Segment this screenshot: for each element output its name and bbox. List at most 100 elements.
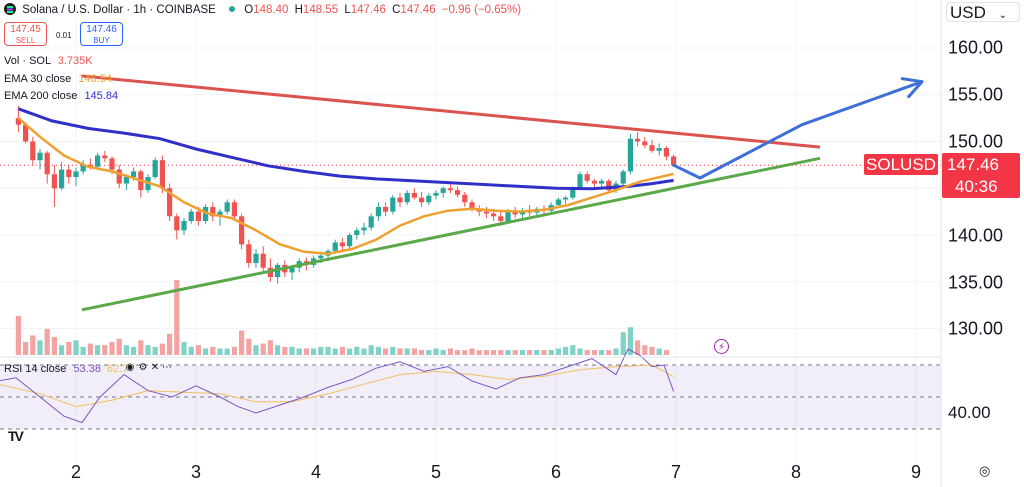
settings-icon[interactable]: ⚙ bbox=[138, 362, 148, 373]
price-change: −0.96 (−0.65%) bbox=[441, 4, 522, 16]
volume-bar bbox=[527, 350, 533, 355]
volume-bar bbox=[383, 348, 389, 355]
volume-bar bbox=[51, 337, 57, 355]
volume-bar bbox=[541, 350, 547, 355]
ohlc-low: L147.46 bbox=[344, 4, 386, 16]
ohlc-close: C147.46 bbox=[392, 4, 436, 16]
volume-bar bbox=[138, 340, 144, 355]
candle-body bbox=[512, 211, 518, 215]
volume-legend[interactable]: Vol · SOL 3.735K bbox=[4, 55, 93, 67]
gear-icon[interactable]: ◎ bbox=[979, 463, 991, 478]
volume-bar bbox=[246, 338, 252, 355]
candle-body bbox=[656, 148, 662, 151]
volume-bar bbox=[275, 345, 281, 355]
volume-bar bbox=[152, 346, 158, 355]
candle-body bbox=[37, 152, 43, 161]
volume-bar bbox=[361, 348, 367, 355]
volume-bar bbox=[368, 345, 374, 355]
candle-body bbox=[174, 216, 180, 231]
volume-bar bbox=[555, 348, 561, 355]
candle-body bbox=[95, 155, 101, 167]
price-axis-label: 150.00 bbox=[948, 131, 1004, 152]
candle-body bbox=[73, 171, 79, 178]
ema200-label: EMA 200 close bbox=[4, 90, 78, 102]
candle-body bbox=[246, 244, 252, 264]
volume-bar bbox=[404, 348, 410, 355]
sell-button[interactable]: 147.45 SELL bbox=[4, 22, 47, 46]
price-axis-label: 130.00 bbox=[948, 318, 1004, 339]
candle-body bbox=[152, 160, 158, 178]
candle-body bbox=[483, 211, 489, 214]
support-trendline bbox=[81, 156, 821, 312]
candle-body bbox=[462, 194, 468, 203]
candle-body bbox=[447, 188, 453, 191]
volume-bar bbox=[483, 350, 489, 355]
candle-body bbox=[354, 230, 360, 235]
bar-countdown: 40:36 bbox=[955, 177, 998, 196]
candle-body bbox=[649, 145, 655, 151]
candle-body bbox=[671, 156, 677, 166]
volume-bar bbox=[59, 345, 65, 355]
volume-bar bbox=[15, 315, 21, 355]
volume-bar bbox=[131, 346, 137, 355]
currency-selector[interactable]: USD ⌄ bbox=[946, 2, 1020, 22]
remove-icon[interactable]: ✕ bbox=[150, 362, 160, 373]
candle-body bbox=[498, 216, 504, 221]
volume-bar bbox=[476, 350, 482, 355]
volume-bar bbox=[44, 328, 50, 355]
candle-body bbox=[591, 180, 597, 184]
volume-bar bbox=[239, 330, 245, 355]
buy-button[interactable]: 147.46 BUY bbox=[80, 22, 123, 46]
sell-label: SELL bbox=[15, 36, 36, 45]
candle-body bbox=[383, 206, 389, 212]
ema200-legend[interactable]: EMA 200 close 145.84 bbox=[4, 90, 118, 102]
price-axis-label: 140.00 bbox=[948, 225, 1004, 246]
more-icon[interactable]: ⋯ bbox=[162, 362, 172, 373]
volume-bar bbox=[591, 350, 597, 355]
time-axis-label: 4 bbox=[310, 462, 322, 482]
candle-body bbox=[339, 242, 345, 247]
volume-bar bbox=[613, 348, 619, 355]
volume-label: Vol · SOL bbox=[4, 55, 51, 67]
volume-bar bbox=[159, 343, 165, 355]
candle-body bbox=[116, 169, 122, 184]
candle-body bbox=[577, 174, 583, 189]
volume-bar bbox=[663, 350, 669, 355]
time-axis-label: 3 bbox=[190, 462, 202, 482]
volume-bars bbox=[15, 280, 669, 355]
volume-bar bbox=[519, 350, 525, 355]
volume-bar bbox=[505, 350, 511, 355]
symbol-title[interactable]: Solana / U.S. Dollar · 1h · COINBASE bbox=[22, 4, 216, 16]
ema200-value: 145.84 bbox=[84, 90, 119, 102]
eye-icon[interactable]: ◉ bbox=[125, 362, 135, 373]
candle-body bbox=[188, 211, 194, 221]
volume-bar bbox=[195, 345, 201, 355]
time-axis-label: 9 bbox=[910, 462, 922, 482]
lightning-icon[interactable]: ⚡ bbox=[714, 339, 729, 354]
rsi-ma-line bbox=[0, 364, 674, 408]
candle-body bbox=[635, 138, 641, 142]
candle-body bbox=[87, 164, 93, 167]
volume-bar bbox=[37, 340, 43, 355]
projection-arrow bbox=[672, 80, 924, 180]
buy-price: 147.46 bbox=[86, 24, 117, 35]
volume-bar bbox=[109, 341, 115, 355]
volume-bar bbox=[332, 348, 338, 355]
candle-body bbox=[397, 197, 403, 203]
ema30-legend[interactable]: EMA 30 close 146.54 bbox=[4, 73, 112, 85]
candle-body bbox=[30, 141, 36, 161]
candle-body bbox=[584, 174, 590, 181]
volume-bar bbox=[433, 348, 439, 355]
volume-bar bbox=[87, 343, 93, 355]
volume-bar bbox=[188, 346, 194, 355]
candle-body bbox=[361, 227, 367, 231]
volume-bar bbox=[462, 350, 468, 355]
rsi-legend[interactable]: RSI 14 close 53.38 62.77 bbox=[4, 363, 135, 375]
symbol-price-tag: SOLUSD bbox=[864, 154, 938, 175]
projection-arrowhead bbox=[900, 77, 924, 99]
volume-bar bbox=[642, 345, 648, 355]
tradingview-logo-icon[interactable]: TV bbox=[8, 428, 24, 444]
volume-bar bbox=[296, 348, 302, 355]
candle-body bbox=[318, 255, 324, 259]
